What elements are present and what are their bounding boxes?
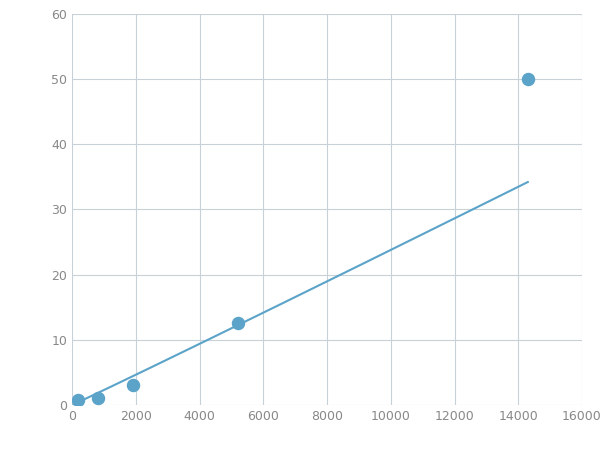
- Point: [92, 395, 102, 402]
- Point: [233, 320, 242, 327]
- Point: [523, 75, 533, 82]
- Point: [74, 396, 83, 403]
- Point: [128, 382, 137, 389]
